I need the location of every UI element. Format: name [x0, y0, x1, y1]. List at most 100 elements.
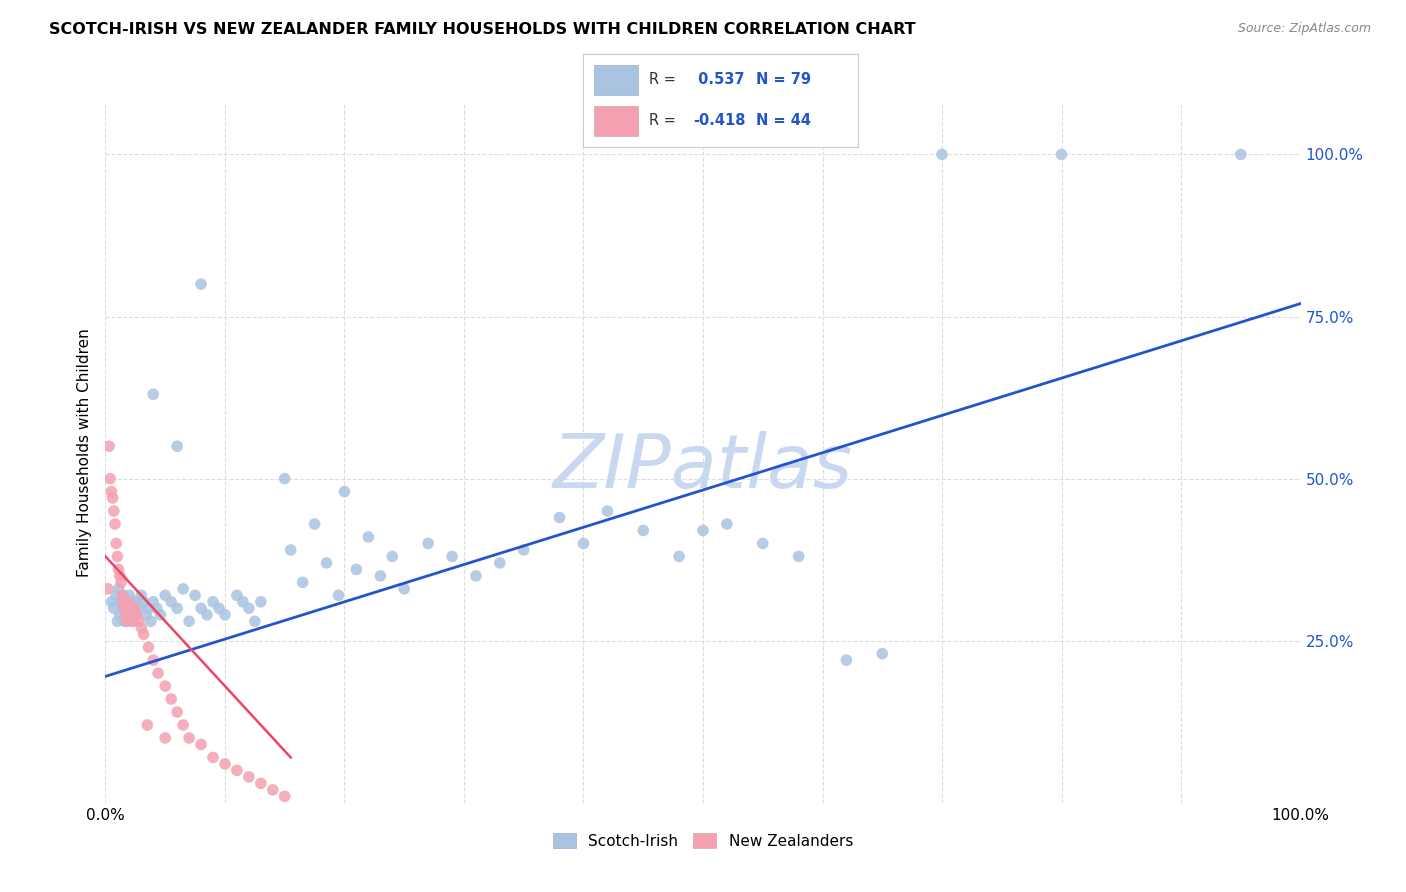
Scotch-Irish	[166, 439, 188, 453]
Scotch-Irish	[489, 556, 512, 570]
New Zealanders	[190, 738, 212, 752]
Scotch-Irish	[132, 595, 155, 609]
New Zealanders	[136, 718, 159, 732]
Scotch-Irish	[464, 569, 488, 583]
Scotch-Irish	[692, 524, 714, 538]
New Zealanders	[132, 627, 155, 641]
Scotch-Irish	[114, 601, 136, 615]
Scotch-Irish	[225, 588, 249, 602]
Scotch-Irish	[177, 614, 201, 628]
New Zealanders	[225, 764, 249, 778]
Scotch-Irish	[751, 536, 773, 550]
New Zealanders	[177, 731, 201, 745]
Scotch-Irish	[250, 595, 273, 609]
Scotch-Irish	[548, 510, 571, 524]
Scotch-Irish	[835, 653, 858, 667]
New Zealanders	[160, 692, 183, 706]
Text: Source: ZipAtlas.com: Source: ZipAtlas.com	[1237, 22, 1371, 36]
Scotch-Irish	[716, 516, 738, 531]
New Zealanders	[125, 607, 148, 622]
New Zealanders	[146, 666, 169, 681]
Scotch-Irish	[125, 595, 148, 609]
Scotch-Irish	[368, 569, 391, 583]
New Zealanders	[100, 484, 122, 499]
Scotch-Irish	[100, 595, 122, 609]
Scotch-Irish	[108, 607, 131, 622]
New Zealanders	[129, 621, 153, 635]
Scotch-Irish	[149, 607, 172, 622]
Scotch-Irish	[232, 595, 254, 609]
Scotch-Irish	[153, 588, 177, 602]
Scotch-Irish	[105, 588, 128, 602]
Scotch-Irish	[172, 582, 194, 596]
New Zealanders	[108, 569, 131, 583]
Scotch-Irish	[166, 601, 188, 615]
New Zealanders	[121, 614, 143, 628]
Bar	[595, 106, 638, 136]
Scotch-Irish	[114, 614, 136, 628]
Scotch-Irish	[121, 595, 143, 609]
Scotch-Irish	[418, 536, 440, 550]
Scotch-Irish	[202, 595, 225, 609]
Scotch-Irish	[129, 588, 153, 602]
New Zealanders	[202, 750, 225, 764]
Scotch-Irish	[117, 607, 139, 622]
Text: -0.418: -0.418	[693, 113, 745, 128]
New Zealanders	[107, 549, 129, 564]
New Zealanders	[105, 536, 128, 550]
New Zealanders	[214, 756, 236, 771]
Scotch-Irish	[120, 601, 142, 615]
Scotch-Irish	[1229, 147, 1251, 161]
Scotch-Irish	[160, 595, 183, 609]
Scotch-Irish	[208, 601, 231, 615]
Scotch-Irish	[118, 588, 141, 602]
New Zealanders	[238, 770, 260, 784]
Scotch-Irish	[291, 575, 314, 590]
New Zealanders	[114, 601, 136, 615]
New Zealanders	[115, 614, 138, 628]
Scotch-Irish	[633, 524, 655, 538]
Text: N = 44: N = 44	[756, 113, 811, 128]
Scotch-Irish	[304, 516, 326, 531]
Scotch-Irish	[315, 556, 337, 570]
Scotch-Irish	[107, 582, 129, 596]
New Zealanders	[112, 595, 135, 609]
Text: R =: R =	[650, 113, 681, 128]
New Zealanders	[97, 582, 120, 596]
New Zealanders	[153, 679, 177, 693]
Scotch-Irish	[214, 607, 236, 622]
Scotch-Irish	[128, 601, 150, 615]
Y-axis label: Family Households with Children: Family Households with Children	[77, 328, 93, 577]
New Zealanders	[138, 640, 160, 655]
Scotch-Irish	[381, 549, 404, 564]
New Zealanders	[120, 607, 142, 622]
New Zealanders	[142, 653, 165, 667]
Text: SCOTCH-IRISH VS NEW ZEALANDER FAMILY HOUSEHOLDS WITH CHILDREN CORRELATION CHART: SCOTCH-IRISH VS NEW ZEALANDER FAMILY HOU…	[49, 22, 915, 37]
Scotch-Irish	[122, 614, 145, 628]
Scotch-Irish	[190, 601, 212, 615]
Scotch-Irish	[184, 588, 207, 602]
Scotch-Irish	[135, 607, 157, 622]
Scotch-Irish	[931, 147, 953, 161]
New Zealanders	[153, 731, 177, 745]
Scotch-Irish	[138, 601, 160, 615]
Scotch-Irish	[513, 543, 536, 558]
Scotch-Irish	[122, 601, 145, 615]
New Zealanders	[114, 607, 136, 622]
Scotch-Irish	[280, 543, 302, 558]
Text: 0.537: 0.537	[693, 72, 745, 87]
New Zealanders	[107, 562, 129, 576]
Scotch-Irish	[238, 601, 260, 615]
Scotch-Irish	[103, 601, 125, 615]
Scotch-Irish	[243, 614, 266, 628]
Scotch-Irish	[357, 530, 380, 544]
Scotch-Irish	[596, 504, 619, 518]
Scotch-Irish	[115, 595, 138, 609]
New Zealanders	[262, 782, 284, 797]
Legend: Scotch-Irish, New Zealanders: Scotch-Irish, New Zealanders	[547, 827, 859, 855]
Scotch-Irish	[195, 607, 218, 622]
Scotch-Irish	[111, 601, 134, 615]
New Zealanders	[118, 601, 141, 615]
Scotch-Irish	[124, 607, 146, 622]
Scotch-Irish	[107, 614, 129, 628]
